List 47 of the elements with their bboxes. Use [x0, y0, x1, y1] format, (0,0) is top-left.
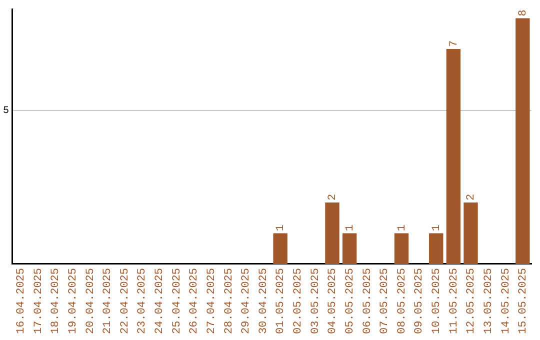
data-label: 1 — [396, 224, 408, 232]
x-tick-label: 06.05.2025 — [362, 268, 374, 334]
x-tick-label: 18.04.2025 — [50, 268, 62, 334]
x-tick-label: 13.05.2025 — [482, 268, 495, 334]
x-tick-label: 04.05.2025 — [327, 268, 340, 334]
x-tick-label: 29.04.2025 — [240, 268, 253, 334]
x-tick-label: 14.05.2025 — [500, 268, 512, 334]
x-tick-label: 30.04.2025 — [258, 268, 270, 334]
x-tick-label: 26.04.2025 — [188, 268, 201, 334]
x-tick-label: 22.04.2025 — [119, 268, 132, 334]
x-tick-label: 08.05.2025 — [396, 268, 408, 334]
x-tick-label: 03.05.2025 — [310, 268, 322, 334]
data-label: 1 — [344, 224, 356, 232]
bar — [429, 233, 444, 264]
x-tick-label: 12.05.2025 — [466, 268, 478, 334]
x-tick-label: 16.04.2025 — [16, 268, 28, 334]
bar — [464, 202, 478, 264]
data-label: 1 — [275, 224, 288, 232]
bar — [446, 48, 461, 264]
x-tick-label: 10.05.2025 — [431, 268, 444, 334]
data-label: 1 — [431, 224, 444, 232]
x-tick-label: 01.05.2025 — [275, 268, 288, 334]
x-tick-label: 05.05.2025 — [344, 268, 356, 334]
x-tick-label: 24.04.2025 — [154, 268, 166, 334]
x-tick-label: 17.04.2025 — [32, 268, 45, 334]
x-tick-label: 15.05.2025 — [518, 268, 530, 334]
x-tick-label: 19.04.2025 — [67, 268, 80, 334]
bar — [325, 202, 340, 264]
x-tick-label: 27.04.2025 — [206, 268, 218, 334]
x-tick-label: 11.05.2025 — [448, 268, 460, 334]
data-label: 2 — [466, 194, 478, 201]
bar — [273, 233, 288, 264]
x-tick-label: 20.04.2025 — [84, 268, 97, 334]
data-label: 8 — [518, 10, 530, 16]
x-tick-label: 09.05.2025 — [414, 268, 426, 334]
bar — [394, 233, 409, 264]
data-label: 2 — [327, 194, 340, 201]
x-tick-label: 28.04.2025 — [223, 268, 236, 334]
x-tick-label: 21.04.2025 — [102, 268, 114, 334]
data-label: 7 — [448, 40, 460, 47]
x-tick-label: 25.04.2025 — [171, 268, 184, 334]
bar — [342, 233, 357, 264]
y-tick-label: 5 — [2, 106, 9, 118]
x-tick-label: 07.05.2025 — [379, 268, 392, 334]
bar — [516, 18, 530, 264]
x-tick-label: 23.04.2025 — [136, 268, 149, 334]
x-tick-label: 02.05.2025 — [292, 268, 305, 334]
